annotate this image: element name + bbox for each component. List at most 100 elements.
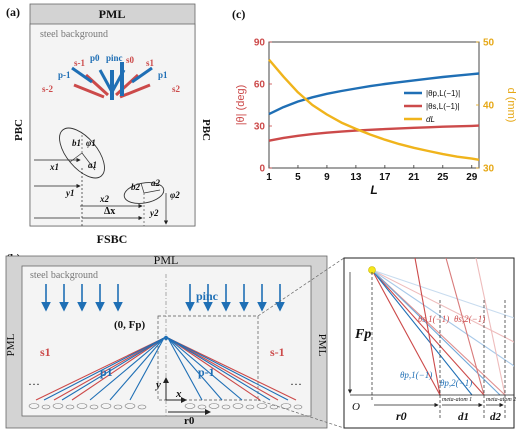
ellipse-2 bbox=[123, 182, 165, 226]
zoom-rays bbox=[371, 258, 514, 396]
label-p-1: p-1 bbox=[58, 70, 71, 80]
x-tick-label: 13 bbox=[350, 172, 362, 183]
y-left-tick-label: 30 bbox=[254, 122, 266, 133]
label-y2: y2 bbox=[149, 208, 159, 218]
label-pinc: pinc bbox=[106, 53, 123, 63]
pbc-right-label: PBC bbox=[200, 119, 212, 141]
label-p-1-b: p-1 bbox=[198, 365, 215, 379]
y-right-label: d (mm) bbox=[505, 88, 517, 123]
pml-top-b: PML bbox=[154, 253, 179, 267]
label-phi1: φ1 bbox=[86, 138, 96, 148]
fsbc-label: FSBC bbox=[97, 232, 128, 246]
theta-p1-label: θp,1(−1) bbox=[400, 370, 432, 380]
panel-c: (c) 1 5 9 13 17 21 25 29 0 30 60 90 30 40 50 L |θ| (de… bbox=[232, 7, 517, 197]
x-axis-label: L bbox=[370, 183, 377, 197]
focusing-rays bbox=[35, 335, 297, 401]
axis-y-label: y bbox=[154, 379, 161, 391]
label-s-1: s-1 bbox=[74, 58, 85, 68]
legend-d: dL bbox=[426, 115, 435, 124]
panel-a: (a) PML FSBC PBC PBC steel background s-… bbox=[6, 3, 212, 246]
legend: |θp,L(−1)| |θs,L(−1)| dL bbox=[404, 89, 460, 124]
y-right-tick-label: 30 bbox=[483, 164, 495, 175]
series-layer bbox=[268, 58, 480, 161]
origin-label: O bbox=[352, 401, 360, 413]
zoom-box bbox=[157, 315, 259, 401]
zoom-dimensions bbox=[347, 272, 514, 420]
pml-left-b: PML bbox=[5, 333, 17, 356]
panel-a-label: (a) bbox=[6, 5, 20, 19]
y-right-tick-label: 40 bbox=[483, 101, 495, 112]
label-phi2: φ2 bbox=[170, 190, 180, 200]
incident-arrows bbox=[41, 284, 285, 312]
zoom-panel: Fp O r0 d1 d2 meta-atom 1 meta-atom 2 θs… bbox=[343, 257, 516, 429]
steel-bg-label-b: steel background bbox=[30, 270, 98, 281]
zoom-connector-top bbox=[257, 257, 345, 317]
y-left-label: |θ| (deg) bbox=[235, 85, 247, 126]
d1-label: d1 bbox=[458, 411, 469, 423]
label-y1: y1 bbox=[65, 188, 75, 198]
x-tick-label: 1 bbox=[266, 172, 272, 183]
label-s1: s1 bbox=[146, 58, 155, 68]
ellipse-1 bbox=[59, 127, 105, 179]
label-s-1-b: s-1 bbox=[270, 345, 285, 359]
axis-x-label: x bbox=[175, 388, 182, 400]
theta-s2-label: θs,2(−1) bbox=[454, 314, 485, 324]
x-tick-label: 25 bbox=[437, 172, 449, 183]
label-a1: a1 bbox=[88, 160, 97, 170]
zoom-connector-bottom bbox=[257, 399, 345, 429]
pml-top-label: PML bbox=[99, 7, 126, 21]
Fp-label: Fp bbox=[354, 327, 371, 342]
label-b1: b1 bbox=[72, 138, 81, 148]
x-tick-label: 17 bbox=[379, 172, 391, 183]
label-s0: s0 bbox=[126, 55, 135, 65]
panel-c-label: (c) bbox=[232, 7, 245, 21]
y-right-tick-label: 50 bbox=[483, 38, 495, 49]
beam-p-1-out bbox=[71, 66, 93, 84]
label-s2: s2 bbox=[172, 84, 181, 94]
y-left-tick-label: 60 bbox=[254, 80, 266, 91]
tick-layer: 1 5 9 13 17 21 25 29 0 30 60 90 30 40 50 bbox=[254, 38, 495, 184]
beam-p1-out bbox=[131, 66, 153, 84]
y-left-tick-label: 0 bbox=[259, 164, 265, 175]
meta-atom-2-label: meta-atom 2 bbox=[486, 397, 516, 403]
x-tick-label: 5 bbox=[295, 172, 301, 183]
pbc-left-label: PBC bbox=[13, 119, 25, 141]
dots-right: ··· bbox=[290, 377, 302, 391]
theta-p2-label: θp,2(−1) bbox=[440, 378, 472, 388]
r0-label-zoom: r0 bbox=[396, 409, 407, 423]
label-a2: a2 bbox=[151, 178, 161, 188]
label-b2: b2 bbox=[131, 182, 141, 192]
label-x1: x1 bbox=[49, 162, 59, 172]
label-s-2: s-2 bbox=[42, 84, 53, 94]
dimension-lines bbox=[34, 157, 169, 226]
legend-theta-s: |θs,L(−1)| bbox=[426, 102, 460, 111]
x-tick-label: 29 bbox=[466, 172, 478, 183]
axes-glyph bbox=[163, 377, 211, 415]
d2-label: d2 bbox=[490, 411, 502, 423]
label-p1-b: p1 bbox=[100, 365, 113, 379]
label-p0: p0 bbox=[90, 53, 100, 63]
beam-s1 bbox=[114, 73, 140, 97]
series-d-line bbox=[268, 58, 480, 161]
label-dx: Δx bbox=[104, 206, 115, 217]
x-tick-label: 9 bbox=[324, 172, 330, 183]
focus-label: (0, Fp) bbox=[114, 319, 146, 331]
beam-p-1 bbox=[98, 69, 114, 93]
label-x2: x2 bbox=[99, 194, 110, 204]
beam-s2 bbox=[119, 83, 151, 99]
y-left-tick-label: 90 bbox=[254, 38, 266, 49]
panel-b: (b) PML PML PML steel background pinc (0… bbox=[5, 251, 328, 429]
dots-left: ··· bbox=[28, 377, 40, 391]
beam-s-1 bbox=[84, 73, 110, 97]
label-s1-b: s1 bbox=[40, 345, 51, 359]
x-tick-label: 21 bbox=[408, 172, 420, 183]
scattering-fan bbox=[71, 62, 153, 100]
meta-atom-1-label: meta-atom 1 bbox=[442, 397, 472, 403]
theta-s1-label: θs,1(−1) bbox=[418, 314, 449, 324]
steel-region bbox=[29, 23, 196, 227]
r0-label-b: r0 bbox=[184, 415, 195, 427]
steel-bg-label: steel background bbox=[40, 29, 108, 40]
beam-s-2 bbox=[73, 83, 105, 99]
meta-atom-row bbox=[28, 403, 303, 410]
